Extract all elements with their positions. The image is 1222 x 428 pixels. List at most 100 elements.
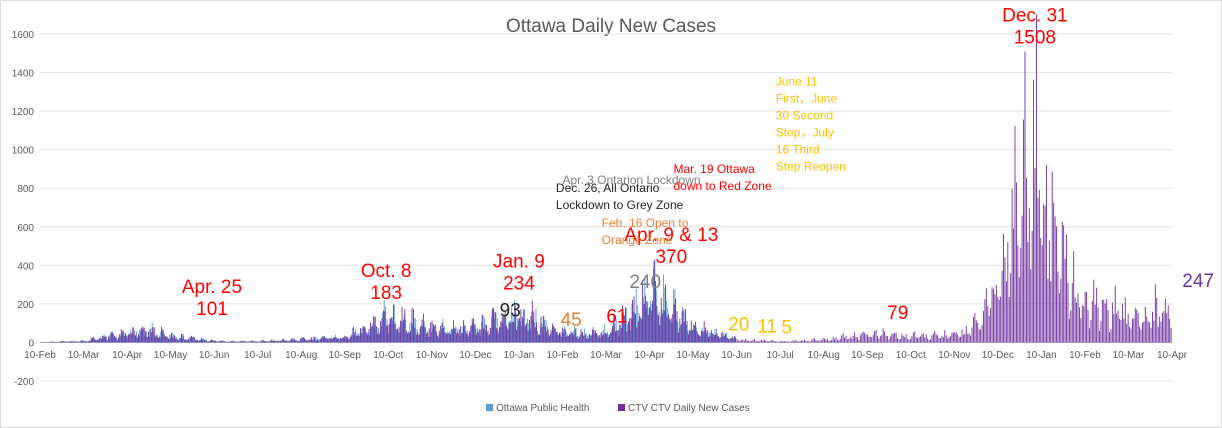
x-tick-label: 10-Oct (373, 350, 403, 361)
bar (1093, 279, 1095, 343)
bar (272, 340, 274, 343)
bar (42, 341, 44, 343)
bar (948, 337, 950, 343)
bar (763, 339, 765, 343)
bar (1113, 314, 1115, 343)
bar (445, 333, 447, 343)
bar (552, 326, 554, 343)
bar (564, 329, 566, 343)
bar (155, 336, 157, 343)
bar (244, 340, 246, 343)
bar (496, 318, 498, 343)
bar (395, 322, 397, 343)
bar (626, 331, 628, 343)
bar (423, 313, 424, 343)
bar (392, 320, 394, 343)
bar (545, 319, 547, 343)
bar (1090, 319, 1092, 343)
bar (503, 316, 505, 343)
bar (564, 325, 566, 343)
bar (612, 326, 613, 343)
bar (141, 329, 143, 343)
bar (403, 314, 405, 343)
bar (607, 331, 609, 343)
bar (436, 335, 438, 343)
bar (95, 339, 97, 343)
bar (665, 284, 666, 343)
bar (783, 341, 785, 343)
bar (676, 310, 678, 343)
bar (1166, 313, 1168, 343)
bar (479, 336, 481, 343)
bar (92, 337, 94, 343)
bar (322, 336, 324, 343)
bar (1073, 250, 1075, 343)
bar (526, 318, 528, 343)
bar (771, 340, 772, 343)
bar (561, 327, 563, 343)
bar (249, 341, 251, 343)
bar (330, 336, 332, 343)
bar (588, 335, 590, 343)
bar (698, 334, 699, 343)
bar (498, 333, 500, 343)
bar (991, 287, 993, 343)
bar (908, 339, 910, 343)
bar (628, 322, 630, 343)
bar (1046, 164, 1047, 343)
bar (690, 330, 692, 343)
bar (677, 332, 679, 343)
bar (75, 341, 77, 343)
bar (1051, 171, 1053, 343)
bar (828, 340, 830, 343)
bar (209, 340, 211, 343)
bar (113, 333, 114, 343)
bar (1040, 237, 1042, 343)
bar (349, 337, 351, 343)
annotation-label: 11 (757, 316, 777, 337)
bar (452, 329, 454, 343)
bar (659, 325, 661, 343)
bar (395, 329, 397, 343)
bar (855, 337, 857, 343)
bar (389, 318, 391, 343)
bar (529, 329, 531, 343)
bar (815, 340, 817, 343)
bar (702, 331, 704, 343)
x-tick-label: 10-Aug (285, 350, 317, 361)
bar (749, 340, 751, 343)
bar (311, 337, 313, 343)
bar (1164, 298, 1166, 343)
bar (683, 321, 685, 343)
bar (138, 336, 140, 343)
bar (375, 316, 377, 343)
bar (346, 337, 348, 343)
bar (961, 329, 963, 343)
bar (160, 326, 162, 343)
bar (367, 332, 369, 343)
bar (173, 335, 175, 343)
bar (677, 321, 679, 343)
bar (462, 326, 464, 343)
bar (60, 341, 61, 343)
bar (795, 339, 797, 343)
bar (623, 314, 625, 343)
bar (284, 340, 286, 343)
bar (792, 340, 794, 343)
bar (569, 334, 571, 343)
bar (1066, 234, 1067, 343)
bar (224, 341, 226, 343)
x-tick-label: 10-Mar (590, 350, 622, 361)
x-tick-label: 10-Sep (329, 350, 362, 361)
bar (86, 341, 88, 343)
bar (902, 335, 904, 343)
bar (1001, 270, 1003, 343)
bar (536, 322, 538, 343)
x-tick-label: 10-Aug (808, 350, 840, 361)
bar (664, 287, 666, 343)
bar (791, 341, 793, 343)
bar (140, 331, 142, 343)
bar (266, 341, 268, 343)
bar (1036, 14, 1037, 343)
bar (1150, 327, 1152, 343)
